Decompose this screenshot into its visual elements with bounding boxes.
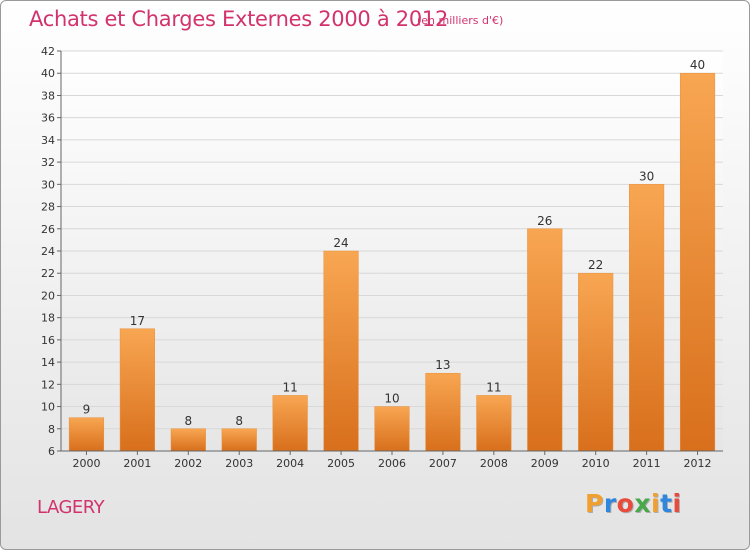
x-tick-label-2004: 2004 (276, 457, 304, 470)
y-tick-label: 6 (48, 445, 55, 458)
bar-2003[interactable] (221, 428, 257, 452)
y-tick-label: 12 (41, 378, 55, 391)
y-tick-label: 30 (41, 178, 55, 191)
y-tick-label: 14 (41, 356, 55, 369)
bar-2000[interactable] (68, 417, 105, 452)
bar-2012[interactable] (679, 72, 716, 452)
bar-2004[interactable] (272, 395, 308, 452)
value-label-2000: 9 (83, 403, 91, 417)
logo-letter: t (660, 489, 673, 518)
bar-2011[interactable] (629, 184, 665, 452)
value-label-2010: 22 (588, 258, 603, 272)
y-tick-label: 22 (41, 267, 55, 280)
chart-subtitle: (en milliers d'€) (417, 14, 504, 27)
bar-2008[interactable] (476, 395, 512, 452)
y-tick-label: 10 (41, 401, 55, 414)
logo-letter: P (585, 489, 604, 518)
y-tick-label: 24 (41, 245, 55, 258)
x-tick-label-2008: 2008 (480, 457, 508, 470)
commune-name: LAGERY (37, 497, 105, 518)
value-label-2006: 10 (384, 392, 399, 406)
bar-2005[interactable] (323, 250, 359, 452)
bar-2002[interactable] (170, 428, 206, 452)
value-label-2009: 26 (537, 214, 552, 228)
y-tick-label: 34 (41, 134, 55, 147)
x-tick-label-2000: 2000 (72, 457, 100, 470)
y-tick-label: 26 (41, 223, 55, 236)
chart-title: Achats et Charges Externes 2000 à 2012 (29, 7, 449, 31)
y-tick-label: 20 (41, 289, 55, 302)
value-label-2002: 8 (184, 414, 192, 428)
x-tick-label-2011: 2011 (633, 457, 661, 470)
bar-2007[interactable] (425, 372, 461, 452)
bar-2006[interactable] (374, 406, 410, 452)
x-tick-label-2003: 2003 (225, 457, 253, 470)
y-tick-label: 32 (41, 156, 55, 169)
logo-letter: r (603, 489, 617, 518)
logo-letter: i (672, 489, 682, 518)
x-tick-label-2002: 2002 (174, 457, 202, 470)
x-tick-label-2009: 2009 (531, 457, 559, 470)
y-tick-label: 28 (41, 201, 55, 214)
y-tick-label: 38 (41, 89, 55, 102)
bar-2009[interactable] (527, 228, 563, 452)
value-label-2001: 17 (130, 314, 145, 328)
value-label-2008: 11 (486, 380, 501, 394)
y-tick-label: 8 (48, 423, 55, 436)
value-label-2011: 30 (639, 169, 654, 183)
y-tick-label: 16 (41, 334, 55, 347)
y-tick-label: 42 (41, 45, 55, 58)
value-label-2005: 24 (333, 236, 348, 250)
x-tick-label-2010: 2010 (582, 457, 610, 470)
value-label-2012: 40 (690, 58, 705, 72)
bar-2010[interactable] (578, 272, 614, 452)
logo-letter: x (634, 489, 651, 518)
value-label-2004: 11 (283, 380, 298, 394)
value-label-2007: 13 (435, 358, 450, 372)
y-tick-label: 40 (41, 67, 55, 80)
x-tick-label-2005: 2005 (327, 457, 355, 470)
logo-letter: o (616, 489, 635, 518)
proxiti-logo[interactable]: Proxiti (585, 489, 682, 518)
x-tick-label-2006: 2006 (378, 457, 406, 470)
x-tick-label-2001: 2001 (123, 457, 151, 470)
x-tick-label-2012: 2012 (684, 457, 712, 470)
value-label-2003: 8 (235, 414, 243, 428)
bar-2001[interactable] (119, 328, 155, 452)
y-tick-label: 36 (41, 112, 55, 125)
logo-letter: i (651, 489, 661, 518)
y-tick-label: 18 (41, 312, 55, 325)
x-tick-label-2007: 2007 (429, 457, 457, 470)
